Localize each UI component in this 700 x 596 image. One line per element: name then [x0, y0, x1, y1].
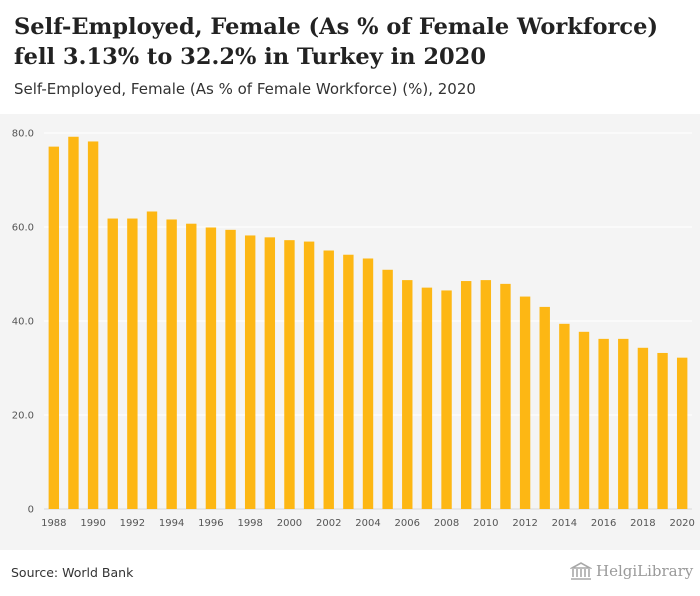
bar-1989 — [68, 136, 79, 509]
bar-1999 — [264, 237, 276, 509]
bar-1995 — [186, 223, 197, 509]
x-tick-label: 1996 — [198, 518, 223, 529]
x-tick-label: 2014 — [552, 518, 577, 529]
plot-area: 0 20.0 40.0 60.0 80.0 1988 1990 1992 1994 1996 199… — [0, 114, 700, 550]
bar-2018 — [637, 347, 649, 509]
bar-1993 — [146, 211, 158, 509]
y-tick-label: 0 — [28, 505, 34, 516]
bar-2010 — [480, 280, 492, 509]
bar-1991 — [107, 218, 118, 509]
bar-chart: 0 20.0 40.0 60.0 80.0 1988 1990 1992 1994 1996 199… — [12, 129, 695, 530]
bar-2007 — [421, 287, 433, 509]
bar-2016 — [598, 338, 609, 509]
logo-text: HelgiLibrary — [596, 562, 694, 580]
library-building-icon — [570, 562, 592, 580]
y-tick-label: 20.0 — [12, 411, 34, 422]
bar-1988 — [48, 146, 60, 509]
bar-1996 — [205, 227, 217, 509]
bar-1998 — [244, 235, 256, 509]
bar-2014 — [559, 323, 570, 509]
y-tick-label: 60.0 — [12, 223, 34, 234]
x-tick-label: 1994 — [159, 518, 184, 529]
bar-2004 — [362, 258, 374, 509]
bar-2001 — [303, 241, 315, 509]
x-tick-label: 2010 — [473, 518, 498, 529]
bar-2009 — [460, 281, 472, 509]
chart-subtitle: Self-Employed, Female (As % of Female Wo… — [14, 80, 476, 98]
x-tick-label: 2000 — [277, 518, 302, 529]
chart-header: Self-Employed, Female (As % of Female Wo… — [0, 0, 700, 114]
x-tick-label: 1990 — [80, 518, 105, 529]
bar-1997 — [225, 229, 236, 509]
x-tick-label: 2004 — [355, 518, 380, 529]
x-tick-label: 2018 — [630, 518, 655, 529]
x-tick-label: 2008 — [434, 518, 459, 529]
x-tick-label: 2016 — [591, 518, 616, 529]
bar-2000 — [284, 240, 295, 509]
x-tick-label: 2012 — [512, 518, 537, 529]
bar-2019 — [657, 352, 668, 509]
bar-1990 — [87, 141, 99, 509]
bar-1992 — [127, 218, 138, 509]
bar-2011 — [500, 283, 511, 509]
bar-2012 — [519, 296, 531, 509]
bar-2003 — [343, 254, 354, 509]
bar-2015 — [578, 331, 590, 509]
bar-2017 — [618, 338, 629, 509]
helgi-library-logo: HelgiLibrary — [570, 562, 693, 580]
bar-2008 — [441, 290, 452, 509]
bar-2005 — [382, 269, 393, 509]
bar-2006 — [402, 280, 413, 509]
x-tick-label: 1992 — [120, 518, 145, 529]
x-tick-label: 1988 — [41, 518, 66, 529]
source-note: Source: World Bank — [11, 565, 134, 580]
x-tick-label: 1998 — [237, 518, 262, 529]
bar-1994 — [166, 219, 177, 509]
y-tick-label: 40.0 — [12, 317, 34, 328]
chart-title: Self-Employed, Female (As % of Female Wo… — [14, 14, 659, 70]
y-tick-label: 80.0 — [12, 129, 34, 140]
bar-2002 — [323, 250, 334, 509]
bar-2013 — [539, 306, 550, 509]
x-tick-label: 2020 — [669, 518, 694, 529]
x-tick-label: 2006 — [395, 518, 420, 529]
x-tick-label: 2002 — [316, 518, 341, 529]
bar-2020 — [676, 357, 688, 509]
